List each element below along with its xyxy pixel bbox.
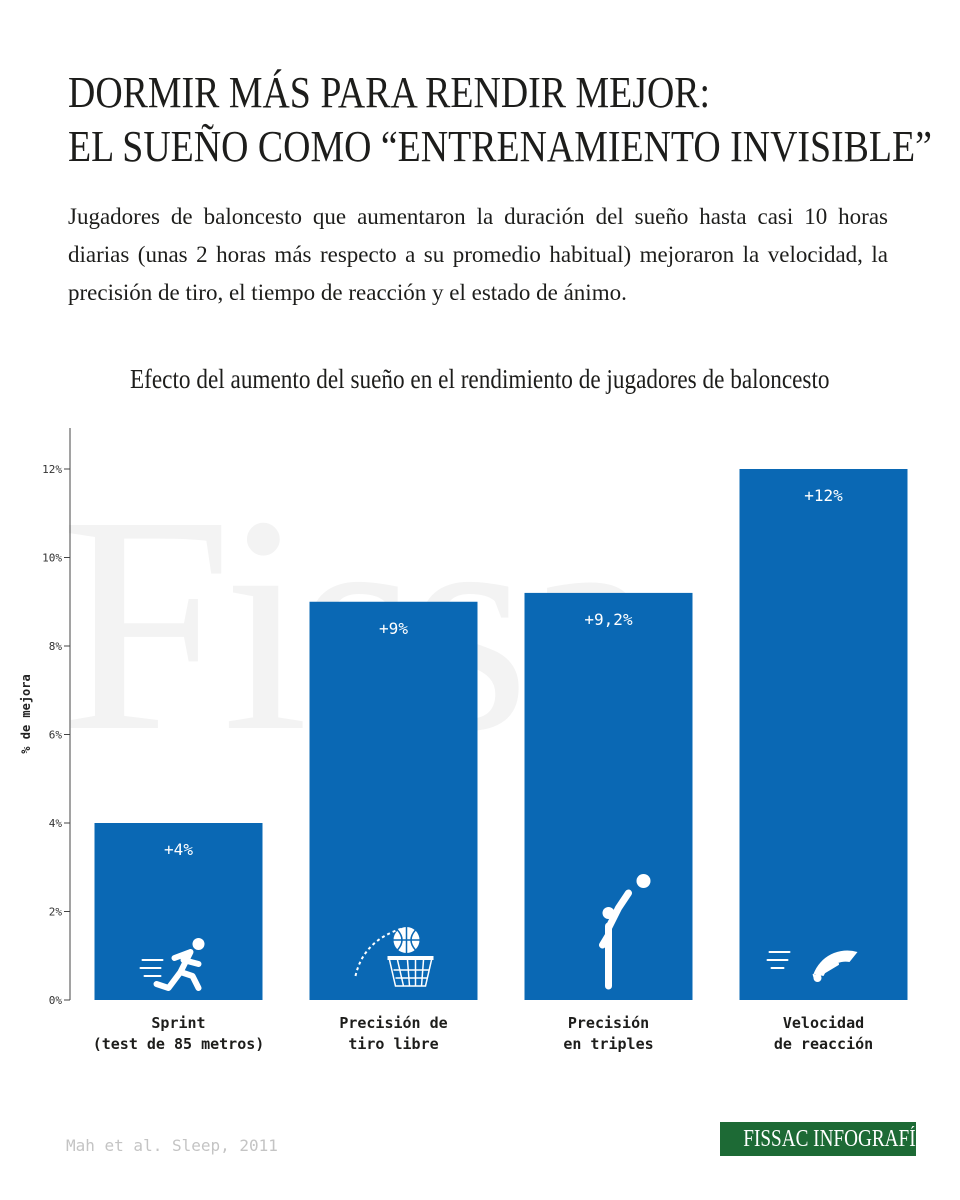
category-label: tiro libre <box>348 1035 438 1053</box>
sprinter-icon <box>139 938 205 991</box>
basketball-hoop-icon <box>354 927 434 987</box>
subtitle: Jugadores de baloncesto que aumentaron l… <box>68 204 888 305</box>
category-label: Sprint <box>151 1014 205 1032</box>
page-title: DORMIR MÁS PARA RENDIR MEJOR: EL SUEÑO C… <box>68 66 932 174</box>
brand-label: FISSAC INFOGRAFÍA <box>743 1126 916 1152</box>
y-tick-label: 2% <box>49 906 63 919</box>
source-citation: Mah et al. Sleep, 2011 <box>66 1136 278 1155</box>
y-tick-label: 12% <box>42 463 62 476</box>
bar <box>309 601 478 1000</box>
speedometer-icon <box>766 950 858 982</box>
y-tick-label: 0% <box>49 994 63 1007</box>
shooter-icon <box>599 874 651 990</box>
data-label: +9% <box>379 619 408 638</box>
category-label: Precisión de <box>339 1014 447 1032</box>
category-label: de reacción <box>774 1035 873 1053</box>
chart-title-wrap: Efecto del aumento del sueño en el rendi… <box>0 364 960 395</box>
title-line-1: DORMIR MÁS PARA RENDIR MEJOR: <box>68 68 711 117</box>
data-label: +12% <box>804 486 843 505</box>
y-axis-label: % de mejora <box>19 674 33 753</box>
title-line-2: EL SUEÑO COMO “ENTRENAMIENTO INVISIBLE” <box>68 122 932 171</box>
bar <box>739 469 908 1000</box>
y-tick-label: 8% <box>49 640 63 653</box>
category-label: Velocidad <box>783 1014 864 1032</box>
y-tick-label: 6% <box>49 729 63 742</box>
category-label: Precisión <box>568 1014 649 1032</box>
data-label: +9,2% <box>584 610 633 629</box>
category-label: (test de 85 metros) <box>93 1035 265 1053</box>
y-tick-label: 4% <box>49 817 63 830</box>
chart-title: Efecto del aumento del sueño en el rendi… <box>130 364 830 394</box>
y-tick-label: 10% <box>42 552 62 565</box>
brand-logo: FISSAC INFOGRAFÍA <box>720 1122 916 1156</box>
category-label: en triples <box>563 1035 653 1053</box>
data-label: +4% <box>164 840 193 859</box>
